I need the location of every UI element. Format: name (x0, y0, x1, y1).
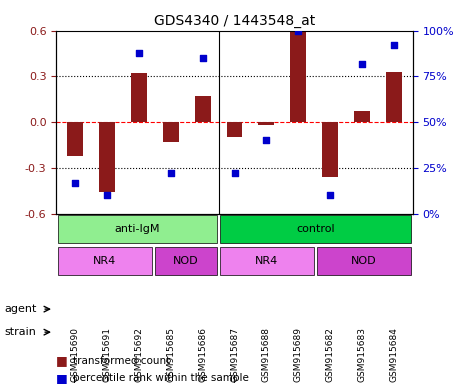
Bar (195, 96, 211, 122)
Text: NR4: NR4 (93, 256, 116, 266)
Point (295, 28, 302, 34)
Point (135, 50, 143, 56)
Text: GSM915687: GSM915687 (230, 327, 239, 382)
Text: GSM915689: GSM915689 (294, 327, 303, 382)
Text: GSM915688: GSM915688 (262, 327, 271, 382)
Text: GSM915683: GSM915683 (357, 327, 366, 382)
Point (231, 170, 238, 176)
Text: NOD: NOD (173, 256, 199, 266)
Bar (258, 122, 274, 125)
Text: strain: strain (5, 327, 37, 337)
Text: ■: ■ (56, 372, 68, 384)
Point (72, 179, 79, 185)
Text: GSM915686: GSM915686 (198, 327, 207, 382)
FancyBboxPatch shape (220, 247, 314, 275)
Bar (163, 122, 179, 142)
Text: ■: ■ (56, 354, 68, 367)
Text: anti-IgM: anti-IgM (114, 224, 160, 234)
Bar (322, 122, 338, 177)
FancyBboxPatch shape (220, 215, 411, 243)
Text: GSM915682: GSM915682 (325, 327, 334, 382)
Point (104, 192, 111, 199)
Bar (68, 122, 83, 156)
FancyBboxPatch shape (317, 247, 411, 275)
Point (167, 170, 174, 176)
Bar (354, 111, 370, 122)
Text: NOD: NOD (351, 256, 377, 266)
Text: control: control (296, 224, 335, 234)
Text: GSM915691: GSM915691 (103, 327, 112, 382)
Text: GSM915685: GSM915685 (166, 327, 175, 382)
Bar (227, 122, 242, 137)
Text: GSM915684: GSM915684 (389, 327, 398, 382)
Point (263, 137, 270, 144)
Text: NR4: NR4 (255, 256, 279, 266)
Text: GSM915690: GSM915690 (71, 327, 80, 382)
Text: GSM915692: GSM915692 (135, 327, 144, 382)
Point (199, 55, 206, 61)
FancyBboxPatch shape (58, 247, 152, 275)
Point (390, 42, 397, 48)
Title: GDS4340 / 1443548_at: GDS4340 / 1443548_at (154, 14, 315, 28)
Bar (131, 73, 147, 122)
Text: percentile rank within the sample: percentile rank within the sample (73, 373, 249, 383)
Point (326, 192, 334, 199)
FancyBboxPatch shape (58, 215, 217, 243)
Text: transformed count: transformed count (73, 356, 170, 366)
Bar (386, 72, 401, 122)
FancyBboxPatch shape (155, 247, 217, 275)
Bar (99, 122, 115, 192)
Text: agent: agent (5, 304, 37, 314)
Bar (290, 32, 306, 122)
Point (358, 61, 365, 67)
